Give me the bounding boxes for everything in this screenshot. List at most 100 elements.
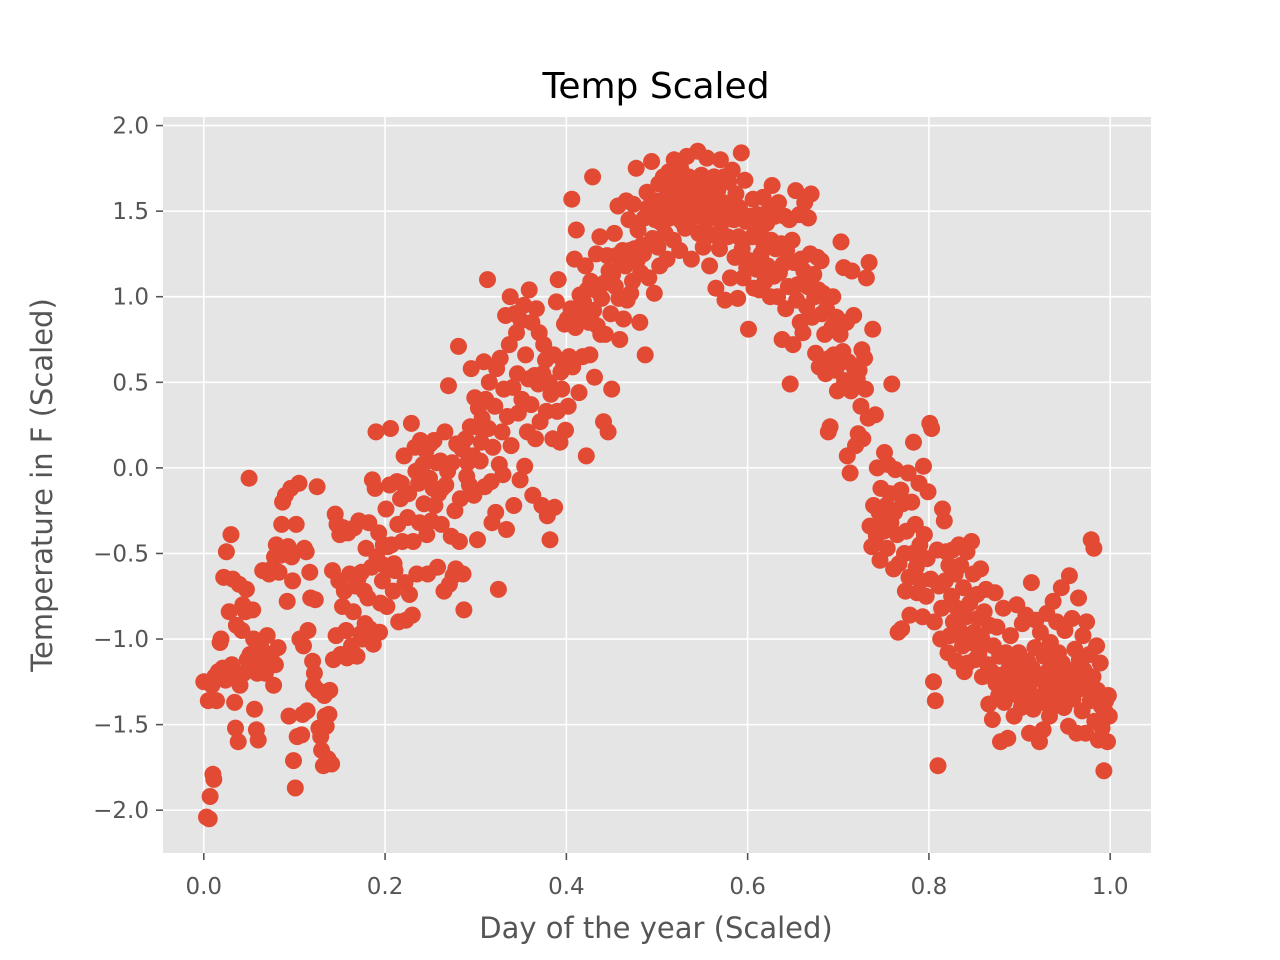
data-point [486, 397, 504, 415]
data-point [384, 582, 402, 600]
data-point [437, 476, 455, 494]
data-point [212, 630, 230, 648]
data-point [591, 228, 609, 246]
data-point [462, 360, 480, 378]
data-point [995, 693, 1013, 711]
data-point [933, 599, 951, 617]
data-point [832, 233, 850, 251]
data-point [952, 556, 970, 574]
data-point [611, 331, 629, 348]
x-tick-label: 0.0 [185, 874, 222, 900]
data-point [546, 498, 564, 516]
data-point [694, 238, 712, 256]
data-point [570, 384, 588, 402]
data-point [704, 226, 722, 244]
data-point [348, 647, 366, 665]
data-point [297, 543, 315, 561]
data-point [553, 380, 571, 398]
data-point [299, 622, 317, 639]
data-point [972, 560, 990, 578]
data-point [807, 344, 825, 362]
data-point [489, 580, 507, 598]
data-point [802, 185, 820, 203]
data-point [636, 346, 654, 364]
data-point [784, 336, 802, 354]
data-point [929, 757, 947, 775]
data-point [983, 711, 1001, 728]
data-point [493, 423, 511, 441]
data-point [479, 271, 496, 289]
data-point [1084, 668, 1102, 686]
data-point [237, 580, 255, 598]
data-point [917, 587, 935, 605]
data-point [229, 733, 247, 751]
data-point [200, 810, 218, 828]
x-tick-label: 0.2 [367, 874, 404, 900]
data-point [781, 375, 799, 393]
x-tick-label: 0.6 [729, 874, 766, 900]
data-point [557, 421, 574, 439]
data-point [721, 269, 739, 287]
data-point [223, 656, 241, 674]
data-point [631, 313, 649, 331]
data-point [469, 531, 486, 549]
data-point [502, 437, 520, 455]
data-point [915, 526, 933, 544]
data-point [520, 281, 538, 299]
y-tick-label: −1.5 [93, 713, 149, 739]
data-point [783, 231, 801, 249]
data-point [599, 423, 617, 441]
data-point [1078, 613, 1096, 631]
data-point [698, 149, 716, 167]
data-point [799, 209, 817, 227]
data-point [265, 676, 283, 694]
data-point [450, 337, 467, 355]
data-point [509, 404, 527, 422]
data-point [494, 466, 512, 484]
data-point [249, 731, 267, 749]
data-point [443, 454, 461, 472]
data-point [527, 300, 545, 318]
data-point [1044, 592, 1062, 610]
data-point [479, 420, 497, 437]
data-point [988, 618, 1006, 636]
data-point [903, 493, 921, 511]
data-point [273, 515, 291, 533]
y-tick-label: 1.5 [112, 199, 149, 225]
y-tick-label: −1.0 [93, 627, 149, 653]
data-point [287, 515, 305, 533]
data-point [805, 266, 823, 283]
data-point [280, 707, 298, 725]
data-point [883, 375, 901, 393]
data-point [491, 349, 509, 367]
data-point [954, 579, 972, 597]
data-point [716, 291, 734, 309]
data-point [1074, 627, 1092, 645]
data-point [1052, 579, 1070, 597]
data-point [270, 563, 288, 581]
data-point [1085, 539, 1103, 557]
data-point [729, 289, 747, 307]
data-point [480, 373, 498, 391]
data-point [402, 414, 420, 432]
data-point [866, 406, 884, 424]
data-point [1070, 589, 1087, 607]
data-point [286, 779, 304, 797]
data-point [925, 613, 943, 631]
data-point [707, 279, 725, 297]
data-point [603, 380, 621, 398]
data-point [640, 269, 658, 287]
data-point [450, 533, 468, 550]
data-point [701, 257, 719, 275]
x-axis-label: Day of the year (Scaled) [479, 911, 832, 945]
data-point [320, 705, 338, 723]
data-point [919, 483, 937, 501]
data-point [295, 637, 312, 655]
data-point [843, 262, 861, 280]
data-point [382, 420, 399, 437]
y-axis-ticks: −2.0 −1.5 −1.0 −0.5 0.0 0.5 1.0 1.5 2.0 [93, 114, 163, 824]
data-point [371, 623, 389, 641]
data-point [517, 346, 535, 364]
data-point [377, 500, 395, 518]
